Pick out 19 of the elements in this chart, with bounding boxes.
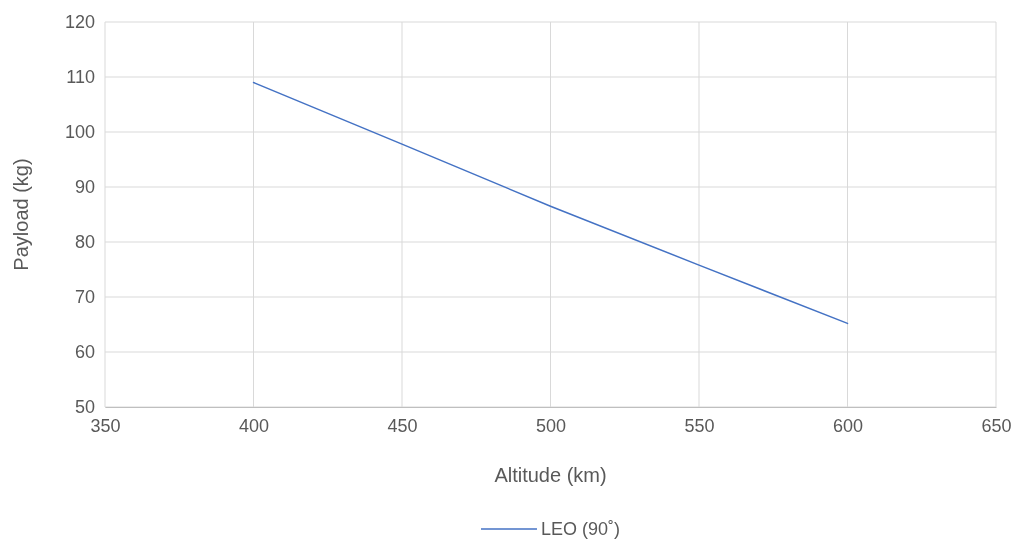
x-tick-label: 550 (684, 415, 715, 436)
x-tick-label: 350 (90, 415, 121, 436)
y-tick-label: 100 (64, 122, 95, 143)
y-tick-label: 120 (64, 12, 95, 33)
y-tick-label: 90 (74, 177, 95, 198)
y-tick-label: 50 (74, 397, 95, 418)
x-tick-label: 450 (387, 415, 418, 436)
y-tick-label: 80 (74, 232, 95, 253)
y-tick-label: 60 (74, 342, 95, 363)
x-tick-label: 400 (238, 415, 270, 436)
y-tick-label: 110 (66, 67, 95, 88)
x-tick-label: 600 (832, 415, 864, 436)
y-axis-title: Payload (kg) (10, 158, 32, 271)
x-tick-label: 500 (535, 415, 567, 436)
x-axis-title: Altitude (km) (494, 464, 607, 486)
line-series (252, 81, 849, 325)
legend-label: LEO (90˚) (540, 519, 621, 539)
y-tick-label: 70 (74, 287, 95, 308)
x-tick-label: 650 (981, 415, 1012, 436)
